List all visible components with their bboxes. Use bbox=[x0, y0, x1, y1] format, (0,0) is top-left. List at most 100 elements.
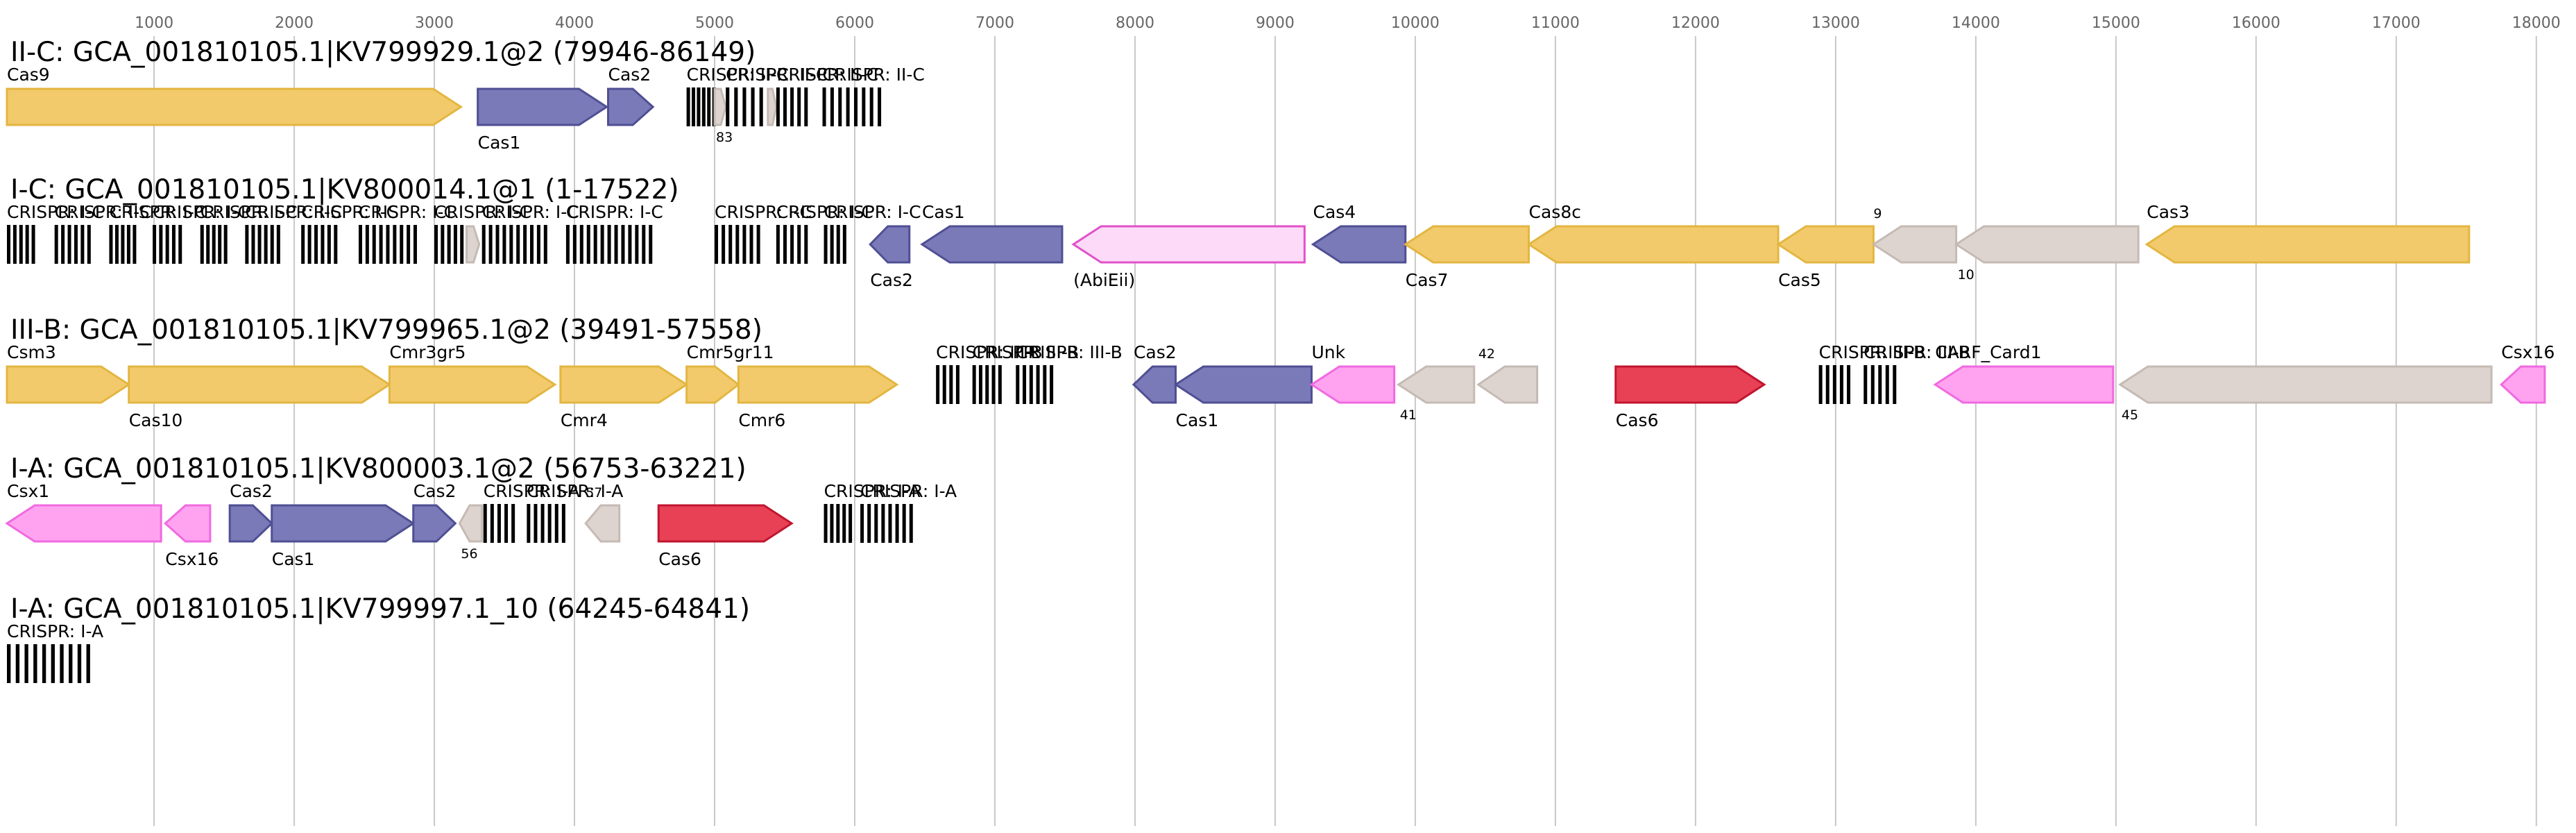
gene-arrow-unk bbox=[1309, 365, 1396, 404]
crispr-repeat bbox=[386, 225, 390, 264]
crispr-repeat bbox=[321, 225, 325, 264]
crispr-repeat bbox=[159, 225, 163, 264]
axis-tick-label: 14000 bbox=[1952, 15, 2000, 32]
track-title: I-A: GCA_001810105.1|KV799997.1_10 (6424… bbox=[10, 594, 750, 625]
gene-label: 10 bbox=[1958, 267, 1974, 283]
crispr-repeat bbox=[212, 225, 216, 264]
gene-arrow-cas2 bbox=[1132, 365, 1177, 404]
crispr-repeat bbox=[1870, 365, 1875, 404]
crispr-repeat bbox=[33, 644, 37, 683]
crispr-label: CRISPR: III-B bbox=[936, 342, 1043, 362]
crispr-repeat bbox=[842, 504, 846, 543]
crispr-repeat bbox=[61, 225, 65, 264]
gene-arrow-cas1 bbox=[1173, 365, 1313, 404]
crispr-repeat bbox=[715, 225, 719, 264]
crispr-repeat bbox=[860, 504, 864, 543]
gene-label: Cas2 bbox=[1134, 342, 1177, 362]
crispr-label: CRISPR: I-C bbox=[245, 202, 342, 222]
crispr-repeat bbox=[86, 644, 90, 683]
crispr-repeat bbox=[270, 225, 274, 264]
axis-tick-label: 16000 bbox=[2232, 15, 2280, 32]
crispr-repeat bbox=[895, 504, 899, 543]
crispr-repeat bbox=[869, 87, 873, 126]
crispr-repeat bbox=[133, 225, 137, 264]
crispr-label: CRISPR: I-A bbox=[484, 481, 580, 501]
axis-tick-label: 2000 bbox=[275, 15, 314, 32]
crispr-repeat bbox=[991, 365, 996, 404]
crispr-repeat bbox=[223, 225, 228, 264]
crispr-label: CRISPR: I-C bbox=[153, 202, 250, 222]
gene-arrow-csm3 bbox=[6, 365, 131, 404]
crispr-label: CRISPR: I-C bbox=[482, 202, 579, 222]
crispr-repeat bbox=[742, 87, 747, 126]
axis-tick-label: 4000 bbox=[555, 15, 594, 32]
track-2: I-C: GCA_001810105.1|KV800014.1@1 (1-175… bbox=[7, 174, 2471, 290]
gene-label: 42 bbox=[1478, 346, 1495, 362]
crispr-repeat bbox=[114, 225, 119, 264]
crispr-repeat bbox=[804, 225, 808, 264]
crispr-repeat bbox=[804, 87, 808, 126]
gene-label: Cas10 bbox=[129, 410, 183, 430]
crispr-repeat bbox=[1839, 365, 1843, 404]
gene-label: Cas3 bbox=[2147, 202, 2190, 222]
track-title: III-B: GCA_001810105.1|KV799965.1@2 (394… bbox=[10, 314, 762, 346]
crispr-repeat bbox=[530, 225, 534, 264]
crispr-repeat bbox=[218, 225, 222, 264]
crispr-repeat bbox=[54, 225, 58, 264]
gene-arrow-cas6 bbox=[1614, 365, 1766, 404]
gene-label: 41 bbox=[1400, 407, 1417, 423]
gene-arrow-45 bbox=[2118, 365, 2493, 404]
crispr-repeat bbox=[614, 225, 618, 264]
crispr-repeat bbox=[1016, 365, 1020, 404]
crispr-repeat bbox=[1885, 365, 1889, 404]
crispr-repeat bbox=[830, 504, 834, 543]
axis-tick-label: 10000 bbox=[1391, 15, 1440, 32]
gene-arrow-42 bbox=[1476, 365, 1539, 404]
crispr-repeat bbox=[481, 225, 486, 264]
crispr-repeat bbox=[77, 644, 82, 683]
crispr-label: CRISPR: I-A bbox=[860, 481, 957, 501]
crispr-repeat bbox=[878, 87, 882, 126]
crispr-repeat bbox=[534, 504, 538, 543]
crispr-repeat bbox=[978, 365, 982, 404]
gene-arrow-unlabeled bbox=[466, 225, 481, 264]
crispr-repeat bbox=[497, 504, 501, 543]
crispr-repeat bbox=[797, 87, 801, 126]
crispr-repeat bbox=[483, 504, 487, 543]
track-3: III-B: GCA_001810105.1|KV799965.1@2 (394… bbox=[6, 314, 2554, 430]
crispr-repeat bbox=[393, 225, 397, 264]
crispr-repeat bbox=[742, 225, 747, 264]
gene-arrow-cas10 bbox=[128, 365, 392, 404]
gene-arrow-csx16 bbox=[163, 504, 212, 543]
crispr-label: CRISPR: I-C bbox=[301, 202, 398, 222]
crispr-repeat bbox=[547, 504, 552, 543]
gene-label: (AbiEii) bbox=[1073, 270, 1135, 290]
crispr-repeat bbox=[1023, 365, 1027, 404]
crispr-repeat bbox=[1878, 365, 1882, 404]
crispr-label: CRISPR: I-C bbox=[566, 202, 663, 222]
gene-arrow-unlabeled bbox=[767, 87, 778, 126]
crispr-repeat bbox=[67, 225, 71, 264]
crispr-repeat bbox=[1818, 365, 1823, 404]
crispr-repeat bbox=[24, 644, 28, 683]
crispr-label: CRISPR: I-A bbox=[824, 481, 921, 501]
gene-label: CARF_Card1 bbox=[1935, 342, 2041, 362]
crispr-repeat bbox=[722, 225, 726, 264]
crispr-repeat bbox=[523, 225, 527, 264]
axis-grid bbox=[153, 36, 2537, 826]
gene-arrow-cas2 bbox=[607, 87, 655, 126]
crispr-repeat bbox=[516, 225, 520, 264]
crispr-label: CRISPR: III-B bbox=[1016, 342, 1123, 362]
crispr-repeat bbox=[846, 87, 850, 126]
crispr-label: CRISPR: I-C bbox=[201, 202, 298, 222]
crispr-repeat bbox=[607, 225, 611, 264]
gene-label: Csx1 bbox=[7, 481, 49, 501]
crispr-repeat bbox=[759, 87, 763, 126]
crispr-repeat bbox=[686, 87, 690, 126]
gene-label: Cmr3gr5 bbox=[389, 342, 466, 362]
crispr-repeat bbox=[69, 644, 73, 683]
crispr-label: CRISPR: I-A bbox=[527, 481, 623, 501]
crispr-label: CRISPR: I-C bbox=[824, 202, 921, 222]
crispr-repeat bbox=[1043, 365, 1047, 404]
gene-arrow-cas2 bbox=[228, 504, 273, 543]
